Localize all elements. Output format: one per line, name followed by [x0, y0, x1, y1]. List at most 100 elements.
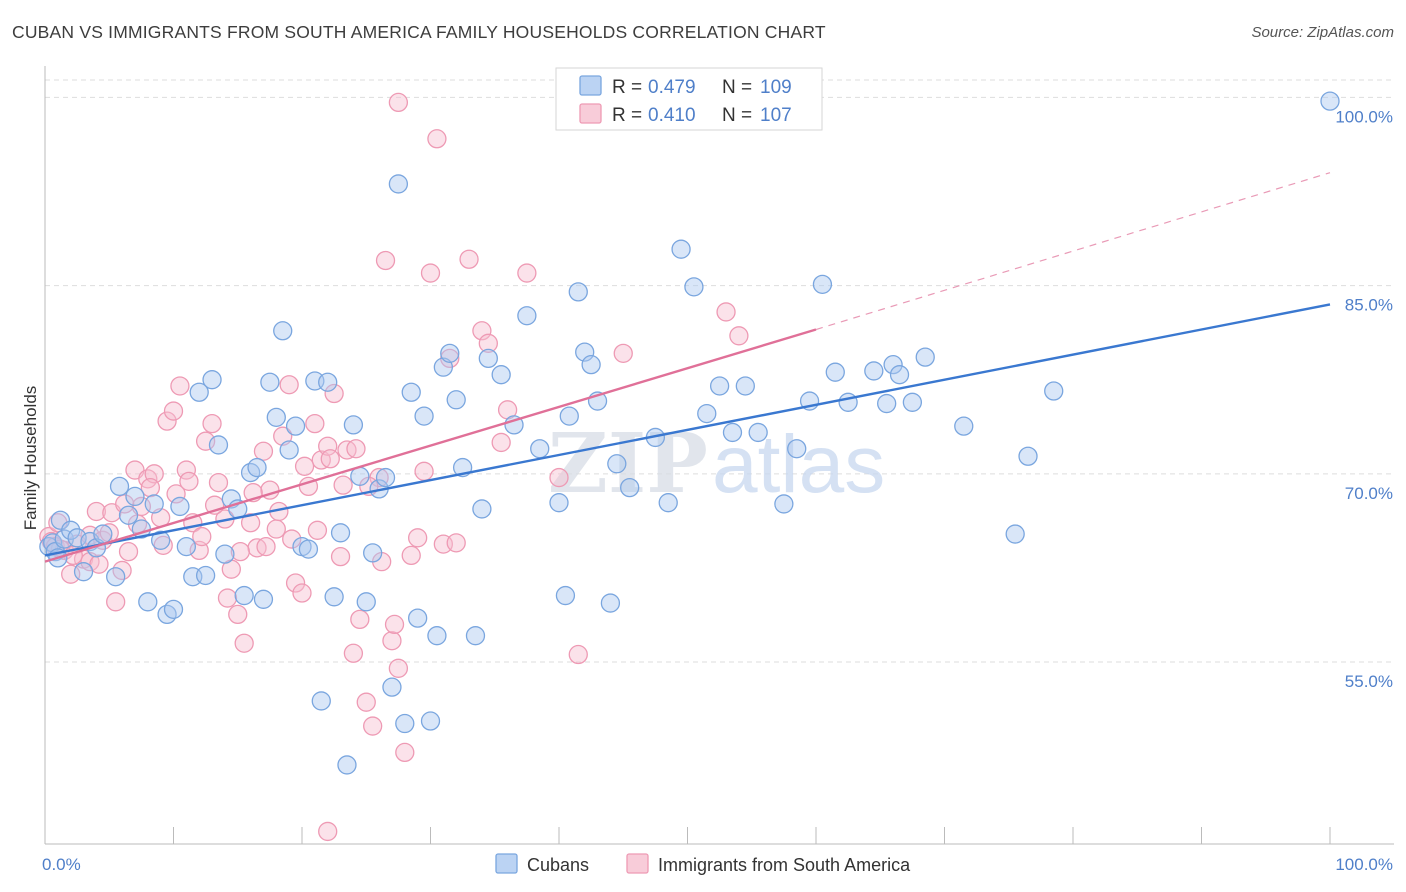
immigrants-point-32 [234, 633, 254, 653]
cubans-point-33 [240, 462, 261, 483]
immigrants-point-9 [86, 501, 107, 522]
immigrants-point-47 [330, 546, 351, 567]
immigrants-point-69 [491, 432, 511, 453]
axes [44, 66, 1394, 845]
cubans-point-76 [559, 406, 579, 426]
cubans-point-42 [298, 539, 319, 559]
cubans-point-77 [568, 282, 588, 302]
cubans-point-34 [247, 457, 267, 478]
cubans-point-54 [375, 467, 396, 488]
cubans-point-39 [279, 440, 299, 460]
cubans-point-87 [684, 277, 704, 297]
cubans-point-109 [1320, 91, 1340, 111]
legend-n-value-1: 107 [760, 105, 792, 126]
y-tick-label-1: 70.0% [1345, 484, 1393, 503]
immigrants-point-31 [228, 604, 248, 625]
y-tick-label-3: 100.0% [1335, 107, 1393, 126]
immigrants-point-65 [446, 533, 466, 553]
immigrants-point-12 [106, 592, 126, 612]
cubans-point-40 [285, 416, 306, 436]
cubans-point-86 [671, 239, 691, 259]
immigrants-point-33 [240, 513, 261, 533]
immigrants-point-27 [202, 413, 222, 434]
cubans-point-70 [491, 365, 511, 385]
cubans-point-65 [446, 390, 466, 410]
legend-n-value-0: 109 [760, 77, 792, 98]
immigrants-point-21 [163, 401, 184, 421]
cubans-point-38 [273, 321, 293, 341]
cubans-point-78 [575, 342, 595, 362]
immigrants-point-45 [318, 436, 338, 456]
immigrants-point-49 [343, 643, 364, 663]
cubans-point-88 [697, 403, 717, 424]
cubans-point-64 [440, 343, 460, 364]
immigrants-point-14 [118, 541, 139, 562]
cubans-point-56 [388, 174, 409, 194]
cubans-point-8 [73, 562, 94, 582]
immigrants-point-91 [192, 526, 212, 547]
bottom-legend: Cubans Immigrants from South America [495, 853, 911, 875]
cubans-point-72 [517, 306, 537, 326]
cubans-point-55 [382, 677, 402, 697]
cubans-point-21 [163, 599, 184, 619]
legend-r-value-0: 0.479 [648, 77, 696, 98]
immigrants-point-103 [346, 439, 366, 459]
cubans-point-89 [709, 376, 730, 396]
cubans-point-94 [787, 439, 807, 459]
immigrants-point-71 [517, 263, 537, 283]
legend-r-value-1: 0.410 [648, 105, 696, 126]
immigrants-point-58 [401, 545, 421, 566]
immigrants-point-41 [292, 583, 312, 603]
cubans-point-4 [50, 510, 71, 530]
cubans-point-28 [208, 435, 229, 455]
immigrants-point-106 [384, 614, 405, 635]
legend-swatch-immigrants [579, 103, 602, 124]
cubans-point-50 [350, 466, 370, 486]
cubans-point-18 [144, 494, 164, 514]
immigrants-point-66 [459, 249, 479, 269]
gridlines [45, 79, 1394, 663]
immigrants-point-99 [294, 456, 315, 476]
cubans-point-99 [864, 361, 884, 381]
immigrants-point-39 [279, 375, 299, 395]
immigrants-point-20 [157, 411, 177, 431]
immigrants-point-43 [305, 413, 325, 434]
cubans-point-108 [1044, 381, 1064, 401]
immigrants-point-89 [166, 484, 186, 504]
cubans-point-98 [838, 392, 858, 412]
cubans-point-62 [427, 626, 447, 646]
immigrants-point-55 [382, 631, 402, 651]
bottom-legend-label-cubans: Cubans [527, 855, 589, 875]
cubans-point-19 [150, 530, 171, 550]
immigrants-point-90 [179, 471, 199, 492]
bottom-legend-swatch-cubans [495, 853, 518, 874]
cubans-point-96 [812, 274, 833, 294]
cubans-point-106 [1005, 524, 1025, 544]
y-tick-label-2: 85.0% [1345, 296, 1393, 315]
immigrants-point-59 [407, 528, 428, 548]
immigrants-point-37 [266, 519, 286, 539]
cubans-point-60 [414, 406, 434, 426]
legend-r-label-0: R = [612, 77, 642, 98]
immigrants-point-35 [253, 441, 274, 461]
immigrants-point-79 [388, 92, 409, 113]
immigrants-point-51 [356, 692, 376, 712]
cubans-point-92 [748, 422, 768, 443]
cubans-point-14 [118, 505, 139, 525]
cubans-point-90 [722, 422, 743, 443]
immigrants-point-50 [350, 609, 370, 630]
immigrants-point-61 [420, 263, 441, 283]
cubans-point-105 [954, 416, 974, 436]
legend: R = 0.479 N = 109 R = 0.410 N = 107 [555, 67, 823, 131]
cubans-point-68 [472, 499, 492, 519]
immigrants-point-100 [307, 520, 328, 540]
cubans-point-26 [195, 565, 216, 586]
cubans-point-73 [530, 439, 550, 459]
x-tick-labels: 0.0% 100.0% [42, 855, 1393, 874]
cubans-point-59 [407, 608, 428, 628]
cubans-point-104 [915, 347, 935, 367]
cubans-point-22 [170, 496, 190, 517]
cubans-point-91 [735, 376, 755, 396]
immigrants-point-73 [568, 644, 588, 665]
legend-n-label-0: N = [722, 77, 752, 98]
